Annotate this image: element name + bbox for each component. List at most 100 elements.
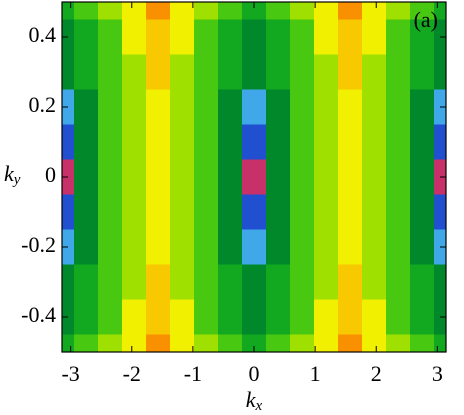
contour-cell: [242, 229, 267, 265]
contour-cell: [62, 54, 75, 90]
contour-cell: [242, 194, 267, 230]
contour-cell: [338, 334, 363, 352]
contour-cell: [218, 19, 243, 55]
contour-cell: [410, 334, 435, 352]
contour-cell: [362, 89, 387, 125]
plot-area: [62, 2, 446, 352]
contour-cell: [194, 299, 219, 335]
contour-cell: [314, 89, 339, 125]
contour-cell: [290, 89, 315, 125]
contour-cell: [242, 299, 267, 335]
contour-cell: [122, 264, 147, 300]
contour-cell: [410, 194, 435, 230]
contour-cell: [410, 89, 435, 125]
contour-cell: [386, 264, 411, 300]
contour-cell: [338, 299, 363, 335]
contour-cell: [410, 299, 435, 335]
contour-cell: [434, 264, 446, 300]
contour-cell: [314, 229, 339, 265]
contour-cell: [194, 264, 219, 300]
contour-cell: [242, 264, 267, 300]
contour-cell: [410, 19, 435, 55]
contour-cell: [434, 19, 446, 55]
contour-cell: [386, 124, 411, 160]
contour-cell: [434, 159, 446, 195]
contour-cell: [386, 54, 411, 90]
x-tick-label: -1: [184, 361, 202, 386]
contour-cell: [290, 299, 315, 335]
contour-cell: [146, 264, 171, 300]
contour-cell: [266, 264, 291, 300]
contour-cell: [146, 124, 171, 160]
contour-cell: [242, 54, 267, 90]
contour-cell: [434, 229, 446, 265]
contour-cell: [362, 54, 387, 90]
contour-cell: [338, 264, 363, 300]
contour-cell: [146, 299, 171, 335]
contour-cell: [122, 2, 147, 20]
contour-cell: [98, 124, 123, 160]
contour-cell: [314, 54, 339, 90]
contour-cell: [74, 159, 99, 195]
contour-cell: [74, 19, 99, 55]
contour-cell: [146, 334, 171, 352]
x-axis-label-sub: x: [255, 398, 263, 414]
contour-cell: [242, 89, 267, 125]
contour-cell: [266, 89, 291, 125]
contour-cell: [266, 54, 291, 90]
contour-cell: [122, 124, 147, 160]
contour-cell: [290, 19, 315, 55]
contour-cell: [386, 229, 411, 265]
y-tick-label: 0: [45, 162, 56, 187]
contour-cell: [314, 334, 339, 352]
contour-cell: [98, 229, 123, 265]
contour-cell: [218, 264, 243, 300]
contour-cell: [410, 2, 435, 20]
contour-cell: [170, 124, 195, 160]
contour-cell: [74, 54, 99, 90]
contour-cell: [194, 334, 219, 352]
contour-cell: [338, 229, 363, 265]
contour-cell: [170, 54, 195, 90]
contour-cell: [218, 194, 243, 230]
contour-cell: [434, 299, 446, 335]
contour-cell: [62, 229, 75, 265]
contour-cell: [170, 229, 195, 265]
contour-cell: [338, 159, 363, 195]
contour-cell: [362, 229, 387, 265]
x-tick-label: 1: [310, 361, 321, 386]
contour-cell: [386, 299, 411, 335]
contour-cell: [170, 194, 195, 230]
contour-cell: [170, 334, 195, 352]
contour-cell: [98, 299, 123, 335]
contour-cell: [410, 159, 435, 195]
contour-cell: [170, 2, 195, 20]
contour-cell: [290, 194, 315, 230]
contour-cell: [194, 19, 219, 55]
contour-cell: [218, 159, 243, 195]
contour-cell: [62, 194, 75, 230]
contour-cell: [290, 264, 315, 300]
contour-cell: [62, 2, 75, 20]
y-tick-label: 0.4: [29, 22, 57, 47]
contour-cell: [362, 159, 387, 195]
contour-cell: [74, 229, 99, 265]
contour-cell: [266, 194, 291, 230]
contour-cell: [386, 334, 411, 352]
contour-cell: [290, 54, 315, 90]
contour-cell: [314, 264, 339, 300]
contour-cell: [122, 89, 147, 125]
contour-cell: [410, 264, 435, 300]
contour-cell: [314, 159, 339, 195]
contour-cell: [434, 194, 446, 230]
contour-cell: [122, 194, 147, 230]
contour-cell: [146, 194, 171, 230]
contour-cell: [338, 19, 363, 55]
contour-cell: [362, 264, 387, 300]
contour-cell: [218, 2, 243, 20]
contour-cell: [266, 2, 291, 20]
contour-cell: [314, 194, 339, 230]
contour-cell: [74, 124, 99, 160]
contour-cell: [266, 159, 291, 195]
